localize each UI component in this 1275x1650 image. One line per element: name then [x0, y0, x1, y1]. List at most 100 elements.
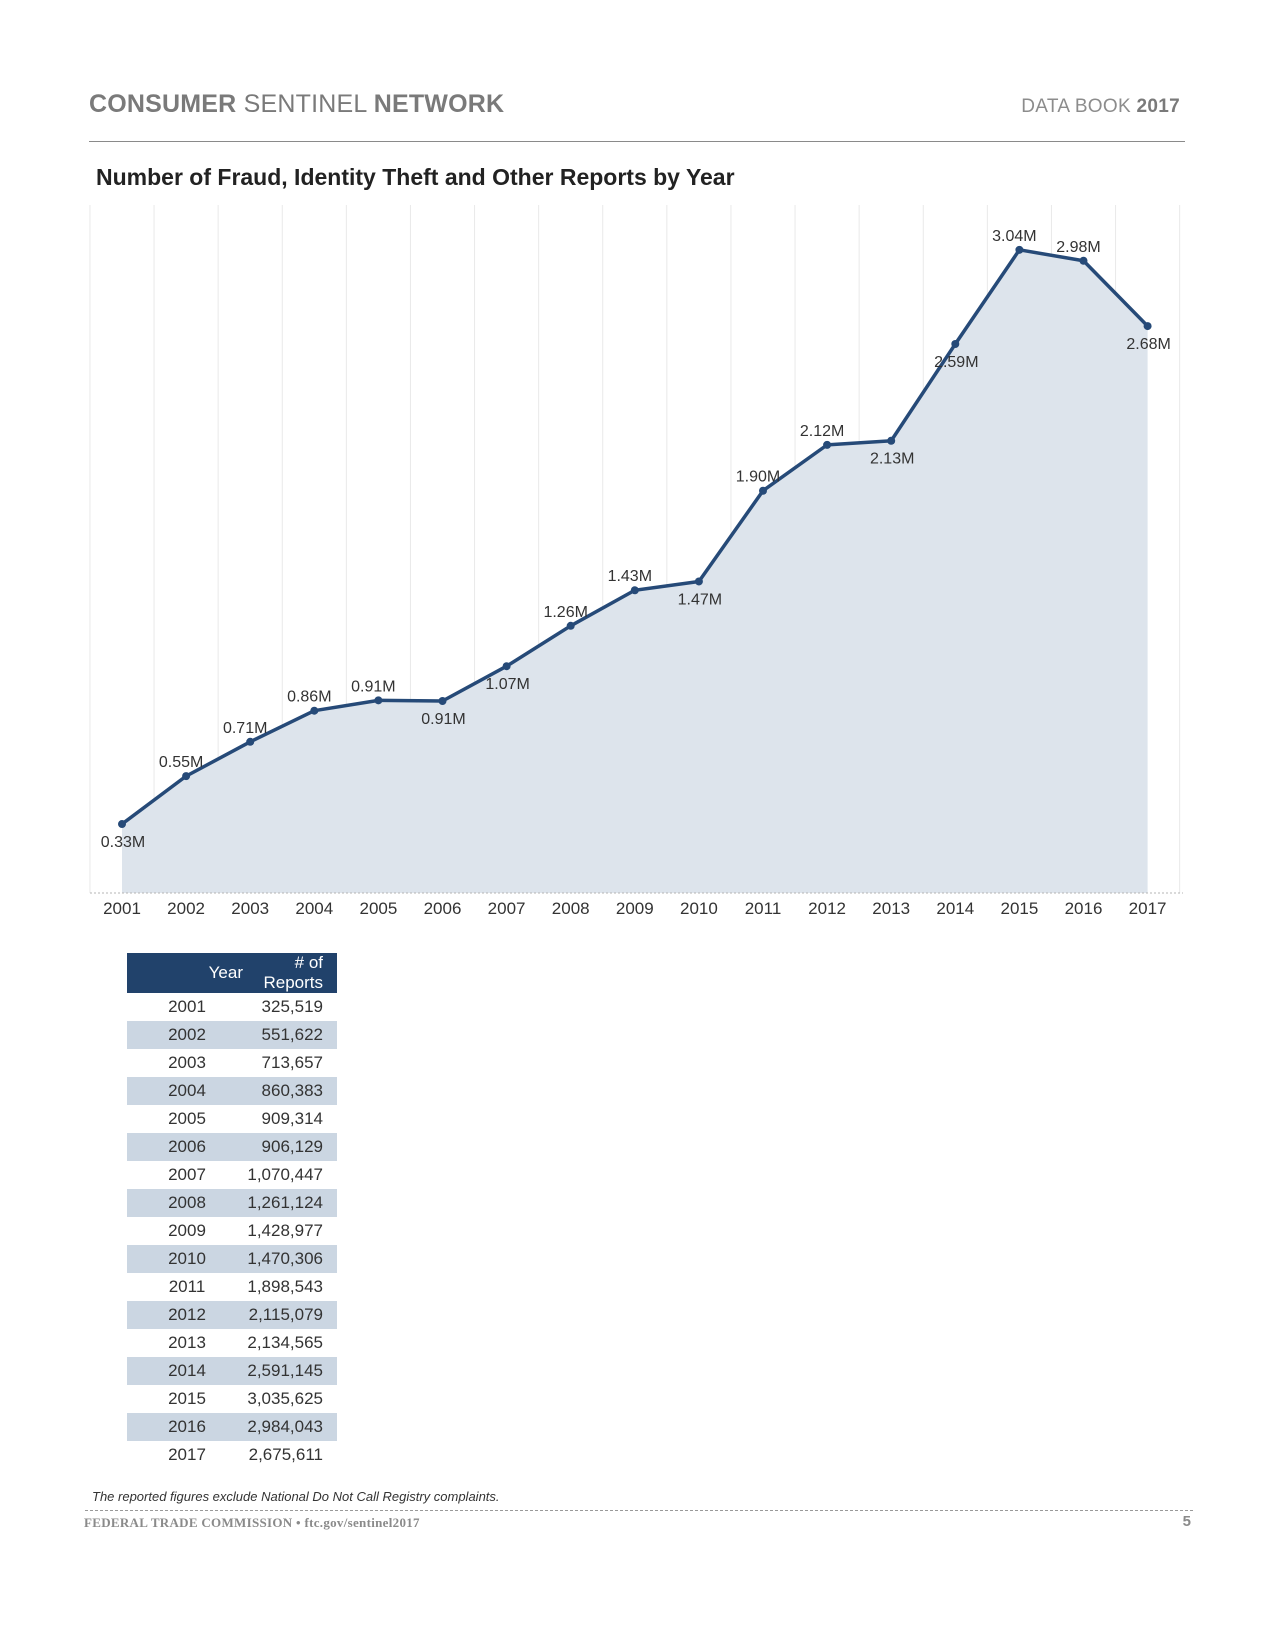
reports-cell: 1,470,306 [247, 1245, 337, 1273]
data-point [566, 621, 575, 630]
data-label: 1.90M [736, 469, 780, 486]
data-label: 0.55M [159, 754, 203, 771]
year-cell: 2014 [127, 1357, 247, 1385]
year-cell: 2006 [127, 1133, 247, 1161]
data-label: 2.12M [800, 423, 844, 440]
table-row: 2016 2,984,043 [127, 1413, 337, 1441]
data-point [182, 772, 191, 781]
table-row: 2007 1,070,447 [127, 1161, 337, 1189]
table-row: 2009 1,428,977 [127, 1217, 337, 1245]
data-point [1015, 245, 1024, 254]
table-row: 2017 2,675,611 [127, 1441, 337, 1469]
year-cell: 2002 [127, 1021, 247, 1049]
data-point [1079, 256, 1088, 265]
table-row: 2002 551,622 [127, 1021, 337, 1049]
x-tick-label: 2016 [1065, 899, 1103, 918]
data-label: 1.47M [678, 591, 722, 608]
x-tick-label: 2010 [680, 899, 718, 918]
column-header-reports: # of Reports [247, 953, 337, 993]
data-label: 1.43M [608, 568, 652, 585]
year-cell: 2001 [168, 997, 206, 1016]
data-label: 2.68M [1126, 336, 1170, 353]
year-cell: 2017 [168, 1445, 206, 1464]
data-label: 2.98M [1056, 239, 1100, 256]
reports-cell: 909,314 [261, 1109, 323, 1128]
year-cell: 2015 [168, 1389, 206, 1408]
year-cell: 2008 [127, 1189, 247, 1217]
year-cell: 2009 [168, 1221, 206, 1240]
header-databook: DATA BOOK 2017 [1021, 96, 1180, 117]
footnote: The reported figures exclude National Do… [92, 1489, 500, 1504]
data-label: 1.26M [543, 604, 587, 621]
reports-cell: 551,622 [247, 1021, 337, 1049]
reports-cell: 3,035,625 [247, 1389, 323, 1408]
table-row: 2005 909,314 [127, 1105, 337, 1133]
x-tick-label: 2008 [552, 899, 590, 918]
reports-cell: 713,657 [261, 1053, 323, 1072]
reports-cell: 2,675,611 [248, 1445, 323, 1464]
x-tick-label: 2015 [1000, 899, 1038, 918]
reports-cell: 325,519 [261, 997, 323, 1016]
x-tick-label: 2006 [424, 899, 462, 918]
data-label: 0.86M [287, 689, 331, 706]
data-label: 0.91M [421, 711, 465, 728]
footer-divider [85, 1510, 1193, 1511]
reports-cell: 2,591,145 [247, 1357, 337, 1385]
table-row: 2006 906,129 [127, 1133, 337, 1161]
data-label: 1.07M [485, 676, 529, 693]
data-point [951, 340, 960, 349]
chart-title: Number of Fraud, Identity Theft and Othe… [96, 164, 735, 190]
column-header-year: Year [127, 953, 247, 993]
reports-cell: 2,984,043 [247, 1413, 337, 1441]
table-row: 2001 325,519 [127, 993, 337, 1021]
data-point [887, 436, 896, 445]
data-point [1143, 322, 1152, 331]
year-cell: 2013 [168, 1333, 206, 1352]
table-header-row: Year # of Reports [127, 953, 337, 993]
table-row: 2003 713,657 [127, 1049, 337, 1077]
data-point [374, 696, 383, 705]
reports-cell: 1,261,124 [247, 1189, 337, 1217]
table-row: 2011 1,898,543 [127, 1273, 337, 1301]
x-tick-label: 2002 [167, 899, 205, 918]
x-tick-label: 2004 [295, 899, 333, 918]
x-tick-label: 2011 [745, 899, 782, 918]
year-cell: 2004 [127, 1077, 247, 1105]
year-cell: 2012 [127, 1301, 247, 1329]
reports-cell: 2,134,565 [247, 1333, 323, 1352]
page-number: 5 [1182, 1513, 1191, 1530]
reports-cell: 1,898,543 [247, 1277, 323, 1296]
x-tick-label: 2014 [936, 899, 974, 918]
x-tick-label: 2013 [872, 899, 910, 918]
table-row: 2008 1,261,124 [127, 1189, 337, 1217]
data-point [310, 706, 319, 715]
data-point [630, 586, 639, 595]
reports-line-chart: 0.33M 0.55M 0.71M 0.86M 0.91M 0.91M 1.07M 1.26M… [89, 205, 1183, 918]
year-cell: 2003 [168, 1053, 206, 1072]
data-label: 3.04M [992, 228, 1036, 245]
data-point [694, 577, 703, 586]
data-label: 0.91M [351, 678, 395, 695]
x-tick-label: 2017 [1129, 899, 1167, 918]
footer-source: FEDERAL TRADE COMMISSION • ftc.gov/senti… [84, 1515, 420, 1530]
table-row: 2012 2,115,079 [127, 1301, 337, 1329]
x-tick-label: 2012 [808, 899, 846, 918]
reports-cell: 860,383 [247, 1077, 337, 1105]
table-row: 2010 1,470,306 [127, 1245, 337, 1273]
reports-cell: 906,129 [247, 1133, 337, 1161]
area-fill [122, 249, 1148, 893]
header-title: CONSUMER SENTINEL NETWORK [89, 90, 505, 118]
data-point [246, 737, 255, 746]
data-point [759, 486, 767, 495]
header-divider [89, 141, 1185, 142]
x-tick-label: 2005 [359, 899, 397, 918]
x-tick-label: 2009 [616, 899, 654, 918]
year-cell: 2007 [168, 1165, 206, 1184]
data-label: 0.71M [223, 720, 267, 737]
data-label: 0.33M [101, 834, 145, 851]
reports-table: Year # of Reports 2001 325,519 2002 551,622… [127, 953, 337, 1469]
reports-cell: 1,070,447 [247, 1165, 323, 1184]
table-row: 2013 2,134,565 [127, 1329, 337, 1357]
data-point [502, 662, 511, 671]
year-cell: 2010 [127, 1245, 247, 1273]
